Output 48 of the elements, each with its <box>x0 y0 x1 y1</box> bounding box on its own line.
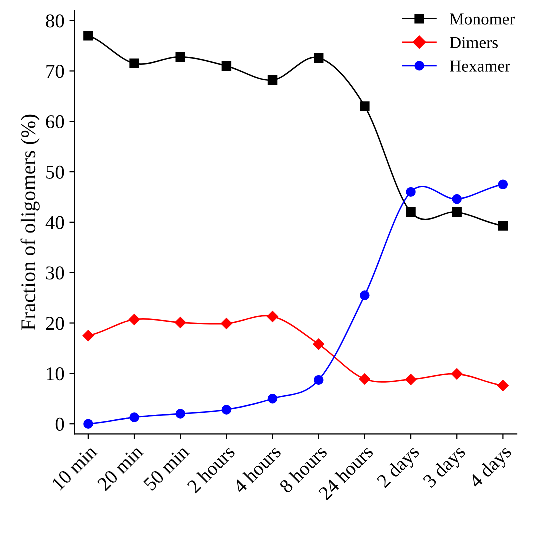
x-tick-label: 4 days <box>468 444 516 492</box>
y-tick-label: 10 <box>47 367 64 381</box>
point <box>222 61 232 72</box>
point <box>130 412 140 422</box>
y-tick-label: 0 <box>56 418 64 432</box>
point <box>498 221 508 231</box>
point <box>451 368 463 380</box>
point <box>359 374 371 385</box>
point <box>267 311 278 322</box>
y-axis-title: Fraction of oligomers (%) <box>20 114 40 330</box>
y-tick-label: 50 <box>46 166 64 179</box>
x-tick-label: 3 days <box>422 444 470 492</box>
point <box>498 380 509 392</box>
x-tick-label: 20 min <box>96 444 144 492</box>
point <box>452 207 462 218</box>
y-tick-label: 40 <box>46 216 64 230</box>
point <box>452 194 462 204</box>
point <box>313 338 324 350</box>
point <box>130 58 140 69</box>
y-tick-label: 20 <box>46 317 64 330</box>
point <box>406 187 416 198</box>
x-tick-label: 10 min <box>51 444 98 491</box>
point <box>84 419 94 429</box>
point <box>498 180 508 190</box>
point <box>314 53 324 63</box>
x-tick-label: 2 days <box>376 444 424 492</box>
point <box>268 75 278 86</box>
point <box>222 405 232 415</box>
y-tick-label: 60 <box>46 115 64 129</box>
y-tick-label: 30 <box>46 266 64 280</box>
point <box>360 102 370 112</box>
point <box>268 394 278 404</box>
point <box>176 409 186 419</box>
point <box>314 375 324 386</box>
point <box>406 207 416 218</box>
point <box>221 318 232 330</box>
point <box>360 290 370 300</box>
point <box>176 52 186 62</box>
point <box>82 330 94 342</box>
y-tick-label: 80 <box>46 14 64 28</box>
legend-label: Hexamer <box>450 60 510 72</box>
point <box>84 31 94 41</box>
legend-label: Monomer <box>450 14 516 25</box>
point <box>405 374 417 386</box>
point <box>175 317 186 328</box>
legend-label: Dimers <box>450 37 498 48</box>
point <box>128 314 140 326</box>
y-tick-label: 70 <box>46 65 64 78</box>
